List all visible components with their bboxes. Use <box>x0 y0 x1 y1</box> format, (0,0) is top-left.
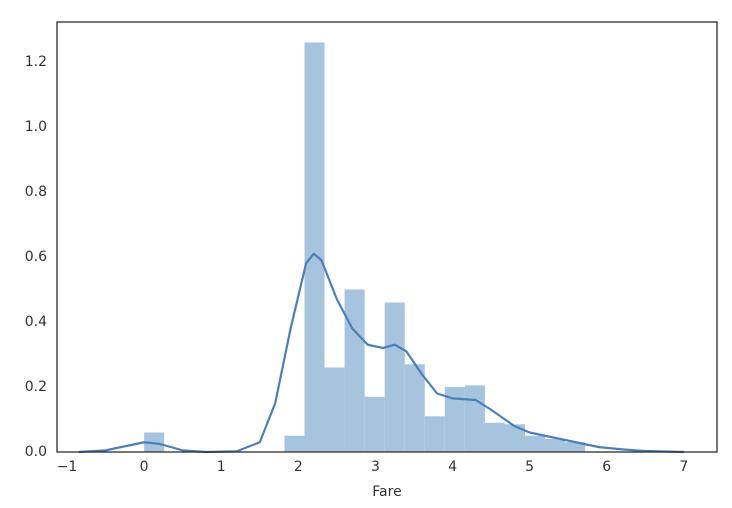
histogram-bar <box>424 416 445 452</box>
y-tick-label: 1.2 <box>25 54 47 70</box>
x-tick-label: 0 <box>140 459 149 475</box>
histogram-bar <box>284 435 305 452</box>
y-tick-label: 0.0 <box>25 444 47 460</box>
histogram-bar <box>464 385 485 452</box>
histogram-bar <box>525 435 546 452</box>
x-tick-label: 6 <box>602 459 611 475</box>
histogram-bar <box>444 386 465 452</box>
x-tick-label: −1 <box>57 459 78 475</box>
histogram-bar <box>324 367 345 452</box>
y-tick-label: 0.4 <box>25 314 47 330</box>
histogram-bar <box>364 396 385 452</box>
x-tick-label: 1 <box>217 459 226 475</box>
x-tick-label: 5 <box>525 459 534 475</box>
histogram-bar <box>504 424 526 452</box>
histogram-bar <box>545 438 566 452</box>
y-tick-label: 0.6 <box>25 249 47 265</box>
x-tick-label: 7 <box>679 459 688 475</box>
histogram-bar <box>344 289 365 452</box>
x-axis-label: Fare <box>372 484 401 500</box>
y-tick-label: 1.0 <box>25 119 47 135</box>
x-tick-label: 3 <box>371 459 380 475</box>
y-tick-label: 0.2 <box>25 379 47 395</box>
plot-frame <box>56 21 718 453</box>
x-tick-label: 4 <box>448 459 457 475</box>
x-tick-label: 2 <box>294 459 303 475</box>
y-tick-label: 0.8 <box>25 184 47 200</box>
histogram-bar <box>404 364 425 452</box>
histogram-bar <box>484 422 505 452</box>
histogram-bar <box>565 442 586 452</box>
kde-line <box>78 252 684 454</box>
histogram-bar <box>384 302 405 452</box>
histogram-bar <box>304 42 325 452</box>
